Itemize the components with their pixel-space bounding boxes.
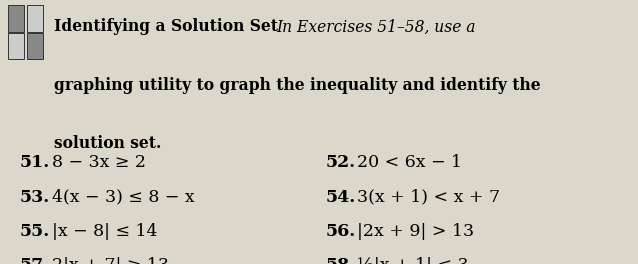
FancyBboxPatch shape [8,33,24,59]
Text: 53.: 53. [19,189,49,206]
Text: 57.: 57. [19,257,49,264]
FancyBboxPatch shape [27,5,43,32]
Text: 58.: 58. [325,257,355,264]
Text: |2x + 9| > 13: |2x + 9| > 13 [357,223,475,240]
Text: In Exercises 51–58, use a: In Exercises 51–58, use a [276,18,476,35]
Text: 52.: 52. [325,154,355,171]
Text: 54.: 54. [325,189,355,206]
Text: 8 − 3x ≥ 2: 8 − 3x ≥ 2 [52,154,146,171]
Text: graphing utility to graph the inequality and identify the: graphing utility to graph the inequality… [54,77,541,93]
Text: 56.: 56. [325,223,355,240]
Text: Identifying a Solution Set: Identifying a Solution Set [54,18,278,35]
Text: 20 < 6x − 1: 20 < 6x − 1 [357,154,463,171]
Text: 2|x + 7| ≥ 13: 2|x + 7| ≥ 13 [52,257,169,264]
Text: 3(x + 1) < x + 7: 3(x + 1) < x + 7 [357,189,500,206]
Text: 55.: 55. [19,223,49,240]
Text: ½|x + 1| ≤ 3: ½|x + 1| ≤ 3 [357,257,469,264]
Text: 51.: 51. [19,154,49,171]
Text: |x − 8| ≤ 14: |x − 8| ≤ 14 [52,223,158,240]
FancyBboxPatch shape [8,5,24,32]
FancyBboxPatch shape [27,33,43,59]
Text: solution set.: solution set. [54,135,161,152]
Text: 4(x − 3) ≤ 8 − x: 4(x − 3) ≤ 8 − x [52,189,195,206]
